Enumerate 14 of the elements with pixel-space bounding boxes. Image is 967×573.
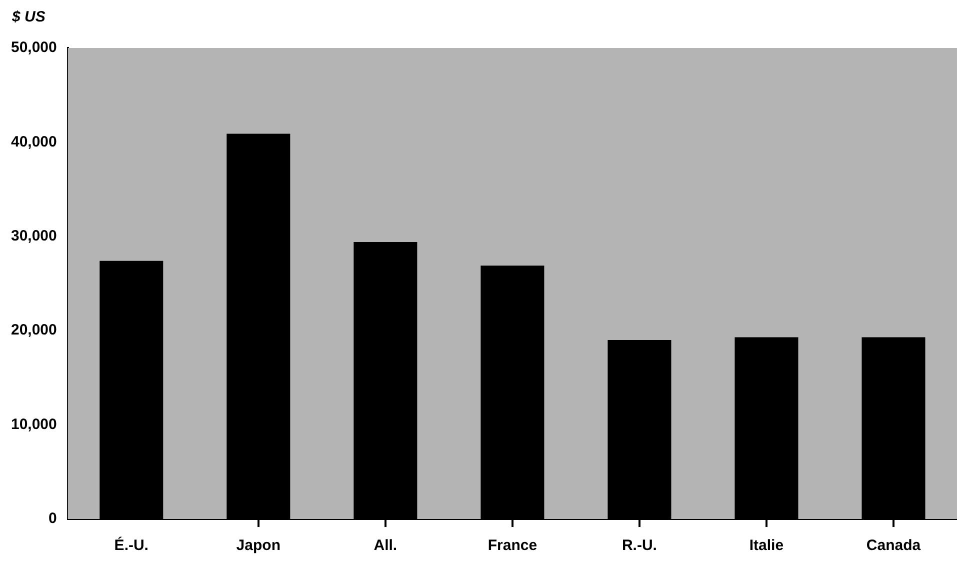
x-tick-label: É.-U. <box>114 536 148 554</box>
x-tick-label: Italie <box>749 537 784 554</box>
y-axis-title: $ US <box>11 8 46 26</box>
x-tick-label: R.-U. <box>622 537 657 554</box>
y-tick-label: 30,000 <box>10 228 57 245</box>
y-tick-label: 20,000 <box>10 322 57 339</box>
y-tick-label: 50,000 <box>10 39 57 56</box>
x-tick-label: Japon <box>236 537 280 554</box>
y-tick-label: 0 <box>48 510 57 528</box>
x-tick-label: All. <box>374 537 398 554</box>
x-tick-label: France <box>488 537 538 554</box>
y-tick-label: 40,000 <box>10 133 57 150</box>
x-tick-label: Canada <box>866 537 922 554</box>
y-tick-label: 10,000 <box>10 416 57 433</box>
